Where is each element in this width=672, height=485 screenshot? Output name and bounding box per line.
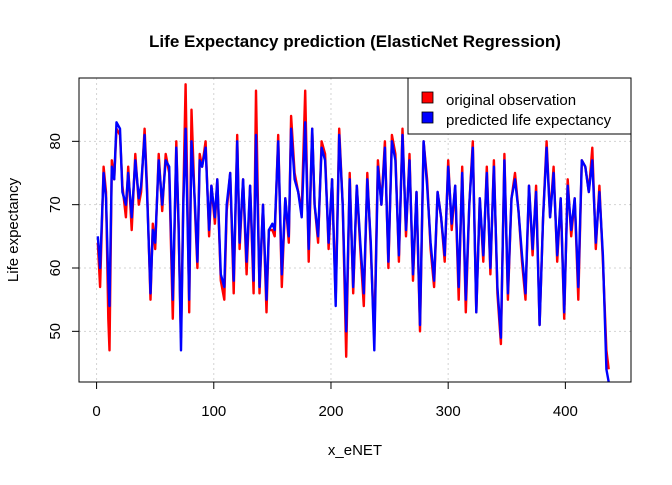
series-lines [96, 83, 610, 382]
y-tick-label: 50 [47, 323, 64, 340]
legend-label-original: original observation [446, 92, 576, 109]
x-tick-label: 200 [318, 403, 343, 420]
x-tick-label: 400 [553, 403, 578, 420]
chart-title: Life Expectancy prediction (ElasticNet R… [149, 32, 561, 51]
legend-swatch-original [421, 91, 434, 104]
legend: original observation predicted life expe… [407, 77, 632, 135]
legend-swatch-predicted [421, 111, 434, 124]
x-axis: 0 100 200 300 400 [92, 381, 578, 420]
x-tick-label: 100 [201, 403, 226, 420]
y-tick-label: 60 [47, 260, 64, 277]
y-tick-label: 80 [47, 133, 64, 150]
y-tick-label: 70 [47, 196, 64, 213]
legend-box [407, 77, 632, 135]
y-axis: 50 60 70 80 [47, 133, 80, 340]
legend-label-predicted: predicted life expectancy [446, 112, 612, 129]
y-axis-label: Life expectancy [5, 177, 22, 282]
x-axis-label: x_eNET [328, 442, 382, 459]
x-tick-label: 300 [436, 403, 461, 420]
series-predicted-line [96, 121, 610, 382]
x-tick-label: 0 [92, 403, 100, 420]
